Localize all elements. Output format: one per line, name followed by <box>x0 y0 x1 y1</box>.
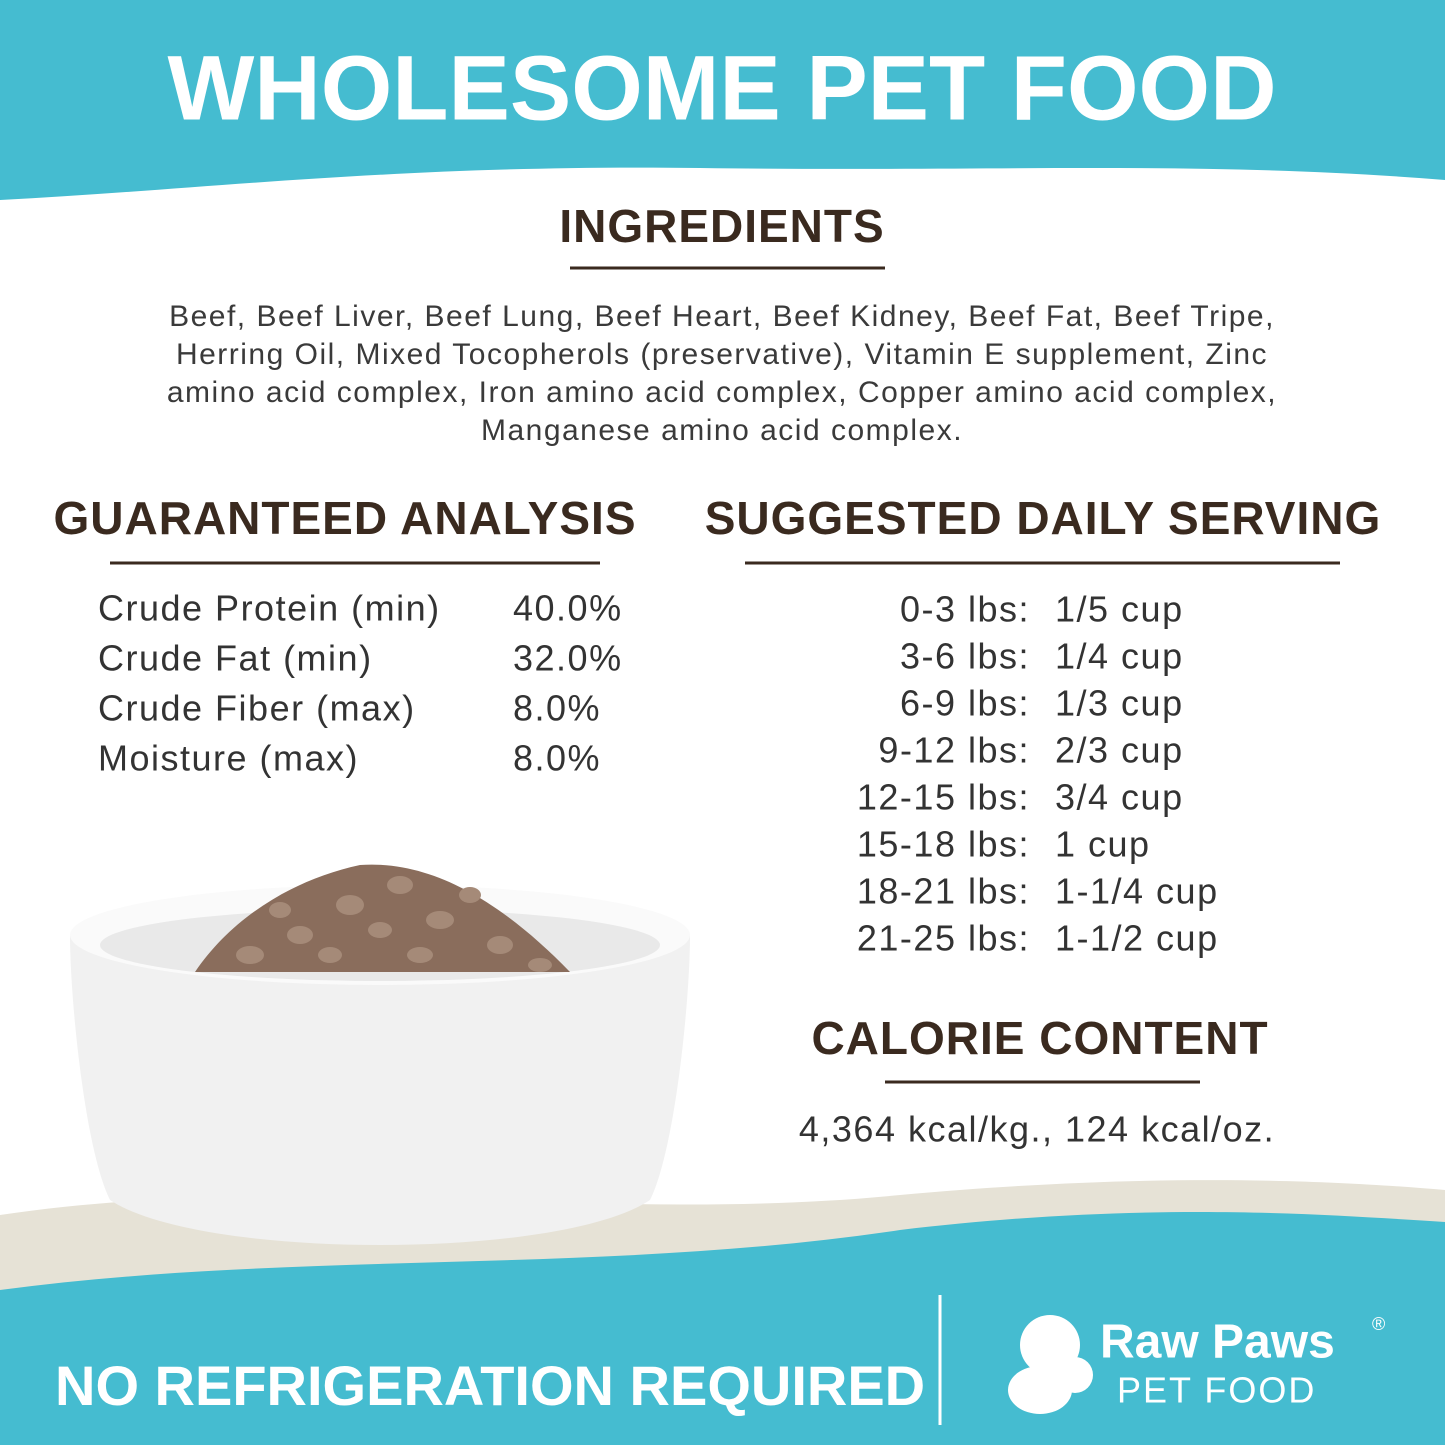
registered: ® <box>1372 1314 1385 1334</box>
serving-weight: 0-3 lbs: <box>900 589 1030 630</box>
serving-weight: 3-6 lbs: <box>900 636 1030 677</box>
footer-note: NO REFRIGERATION REQUIRED <box>55 1354 925 1417</box>
subbrand: PET FOOD <box>1117 1370 1316 1411</box>
serving-weight: 6-9 lbs: <box>900 683 1030 724</box>
serving-amount: 1-1/2 cup <box>1055 918 1219 959</box>
title: WHOLESOME PET FOOD <box>167 37 1276 139</box>
serving-amount: 3/4 cup <box>1055 777 1184 818</box>
analysis-value: 32.0% <box>513 638 623 679</box>
analysis-label: Crude Protein (min) <box>98 588 441 629</box>
serving-amount: 1/4 cup <box>1055 636 1184 677</box>
brand: Raw Paws <box>1100 1316 1335 1369</box>
ingredients-text: Beef, Beef Liver, Beef Lung, Beef Heart,… <box>167 300 1277 447</box>
analysis-heading: GUARANTEED ANALYSIS <box>54 492 637 544</box>
calorie-text: 4,364 kcal/kg., 124 kcal/oz. <box>799 1109 1275 1150</box>
analysis-value: 8.0% <box>513 738 601 779</box>
serving-amount: 1/5 cup <box>1055 589 1184 630</box>
serving-table: 0-3 lbs: 1/5 cup 3-6 lbs: 1/4 cup 6-9 lbs: 1/… <box>857 589 1219 959</box>
serving-weight: 12-15 lbs: <box>857 777 1030 818</box>
logo-dog <box>1008 1315 1093 1414</box>
serving-amount: 1 cup <box>1055 824 1151 865</box>
serving-weight: 21-25 lbs: <box>857 918 1030 959</box>
ingredients-line: amino acid complex, Iron amino acid comp… <box>167 376 1277 409</box>
ingredients-line: Beef, Beef Liver, Beef Lung, Beef Heart,… <box>169 300 1275 333</box>
analysis-table: Crude Protein (min) 40.0% Crude Fat (min) 3… <box>98 588 623 779</box>
serving-weight: 15-18 lbs: <box>857 824 1030 865</box>
ingredients-line: Manganese amino acid complex. <box>481 414 963 447</box>
serving-weight: 9-12 lbs: <box>878 730 1030 771</box>
analysis-label: Crude Fat (min) <box>98 638 373 679</box>
serving-amount: 1-1/4 cup <box>1055 871 1219 912</box>
analysis-label: Crude Fiber (max) <box>98 688 416 729</box>
analysis-label: Moisture (max) <box>98 738 359 779</box>
ingredients-line: Herring Oil, Mixed Tocopherols (preserva… <box>176 338 1268 371</box>
serving-heading: SUGGESTED DAILY SERVING <box>705 492 1382 544</box>
header-band <box>0 0 1445 200</box>
serving-amount: 1/3 cup <box>1055 683 1184 724</box>
serving-amount: 2/3 cup <box>1055 730 1184 771</box>
calorie-heading: CALORIE CONTENT <box>811 1012 1268 1064</box>
bowl <box>70 864 690 1245</box>
analysis-value: 40.0% <box>513 588 623 629</box>
analysis-value: 8.0% <box>513 688 601 729</box>
serving-weight: 18-21 lbs: <box>857 871 1030 912</box>
ingredients-heading: INGREDIENTS <box>559 200 884 252</box>
